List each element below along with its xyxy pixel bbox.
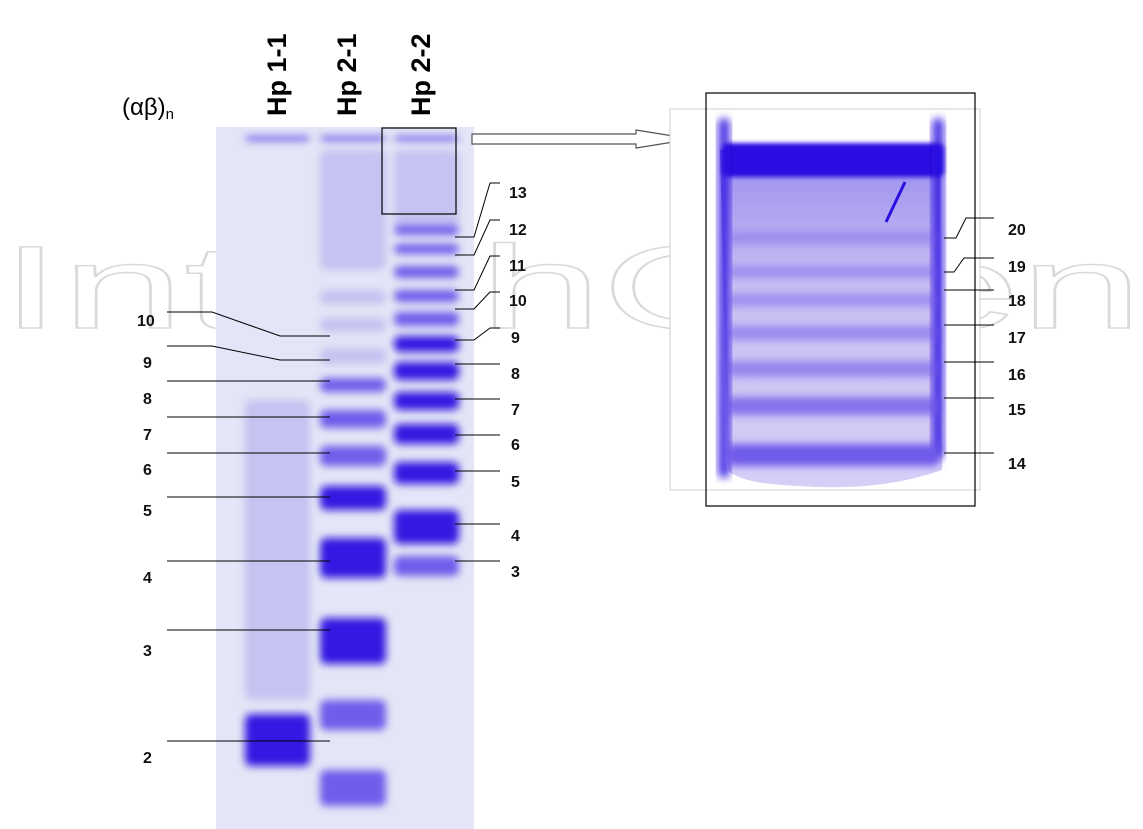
gel-band — [320, 378, 386, 392]
gel-band — [320, 446, 386, 466]
band-label: 15 — [1008, 402, 1026, 419]
band-label: 8 — [511, 366, 520, 383]
band-label: 6 — [143, 462, 152, 479]
gel-band — [394, 362, 459, 380]
right-leader-lines — [455, 182, 500, 562]
gel-band — [726, 326, 940, 340]
band-label: 10 — [509, 293, 527, 310]
leader-line — [455, 327, 500, 341]
gel-band — [394, 244, 459, 254]
gel-band — [320, 770, 386, 806]
lane-label-hp-2-1: Hp 2-1 — [332, 33, 362, 116]
gel-band — [320, 700, 386, 730]
gel-band — [722, 143, 944, 177]
inset-bands — [718, 118, 944, 478]
gel-band — [394, 266, 459, 278]
leader-line — [455, 291, 500, 310]
band-label: 9 — [511, 330, 520, 347]
gel-edge — [718, 118, 730, 478]
gel-band — [320, 318, 386, 332]
band-label: 17 — [1008, 330, 1026, 347]
band-label: 6 — [511, 437, 520, 454]
gel-band — [320, 618, 386, 664]
band-label: 4 — [511, 528, 520, 545]
gel-band — [394, 556, 459, 576]
leader-line — [944, 257, 994, 273]
inset-gel-body — [720, 150, 942, 488]
gel-band — [245, 714, 310, 766]
gel-band — [726, 294, 940, 306]
inset-band-labels: 20 19 18 17 16 15 14 — [1008, 222, 1026, 473]
gel-band — [320, 486, 386, 510]
right-band-labels: 13 12 11 10 9 8 7 6 5 4 3 — [509, 185, 527, 581]
leader-line — [167, 311, 330, 337]
gel-band — [394, 225, 459, 235]
band-label: 7 — [511, 402, 520, 419]
gel-band — [320, 136, 386, 141]
band-label: 2 — [143, 750, 152, 767]
lane-label-hp-2-2: Hp 2-2 — [406, 33, 436, 116]
lane-label-hp-1-1: Hp 1-1 — [262, 33, 292, 116]
gel-band — [320, 150, 386, 270]
gel-band — [394, 510, 459, 544]
band-label: 14 — [1008, 456, 1026, 473]
gel-band — [320, 290, 386, 304]
band-label: 19 — [1008, 259, 1026, 276]
band-label: 4 — [143, 570, 152, 587]
band-label: 13 — [509, 185, 527, 202]
band-label: 3 — [143, 643, 152, 660]
left-band-labels: 10 9 8 7 6 5 4 3 2 — [137, 313, 155, 767]
gel-band — [726, 266, 940, 278]
band-label: 18 — [1008, 293, 1026, 310]
gel-scratch — [884, 181, 907, 223]
inset-gel: 20 19 18 17 16 15 14 — [669, 92, 1026, 507]
band-label: 8 — [143, 391, 152, 408]
series-label: (αβ)n — [122, 94, 174, 123]
gel-band — [394, 136, 459, 141]
inset-frame — [705, 92, 976, 507]
leader-line — [167, 345, 330, 361]
gel-band — [394, 290, 459, 302]
gel-band — [394, 150, 459, 230]
gel-band — [394, 424, 459, 444]
zoom-box — [381, 127, 457, 215]
gel-band — [726, 232, 940, 244]
leader-line — [455, 255, 500, 291]
series-label-main: (αβ) — [122, 94, 166, 121]
gel-band — [320, 538, 386, 578]
zoom-arrow — [471, 129, 693, 149]
band-label: 5 — [143, 503, 152, 520]
band-label: 3 — [511, 564, 520, 581]
gel-band — [245, 136, 310, 141]
leader-line — [944, 217, 994, 239]
gel-band — [726, 444, 940, 466]
main-gel — [216, 127, 474, 829]
band-label: 9 — [143, 355, 152, 372]
band-label: 5 — [511, 474, 520, 491]
left-leader-lines — [167, 311, 330, 742]
band-label: 11 — [509, 258, 526, 275]
gel-band — [394, 312, 459, 326]
band-label: 7 — [143, 427, 152, 444]
gel-band — [394, 462, 459, 484]
gel-band — [394, 336, 459, 352]
leader-line — [455, 219, 500, 256]
inset-leader-lines — [944, 217, 994, 454]
band-label: 20 — [1008, 222, 1026, 239]
gel-band — [320, 348, 386, 364]
gel-bands — [245, 136, 459, 806]
band-label: 10 — [137, 313, 155, 330]
leader-line — [455, 182, 500, 238]
gel-band — [245, 400, 310, 700]
gel-band — [726, 361, 940, 377]
gel-band — [726, 397, 940, 415]
series-label-subscript: n — [166, 106, 174, 123]
band-label: 16 — [1008, 367, 1026, 384]
gel-band — [394, 392, 459, 410]
band-label: 12 — [509, 222, 527, 239]
gel-band — [320, 410, 386, 428]
